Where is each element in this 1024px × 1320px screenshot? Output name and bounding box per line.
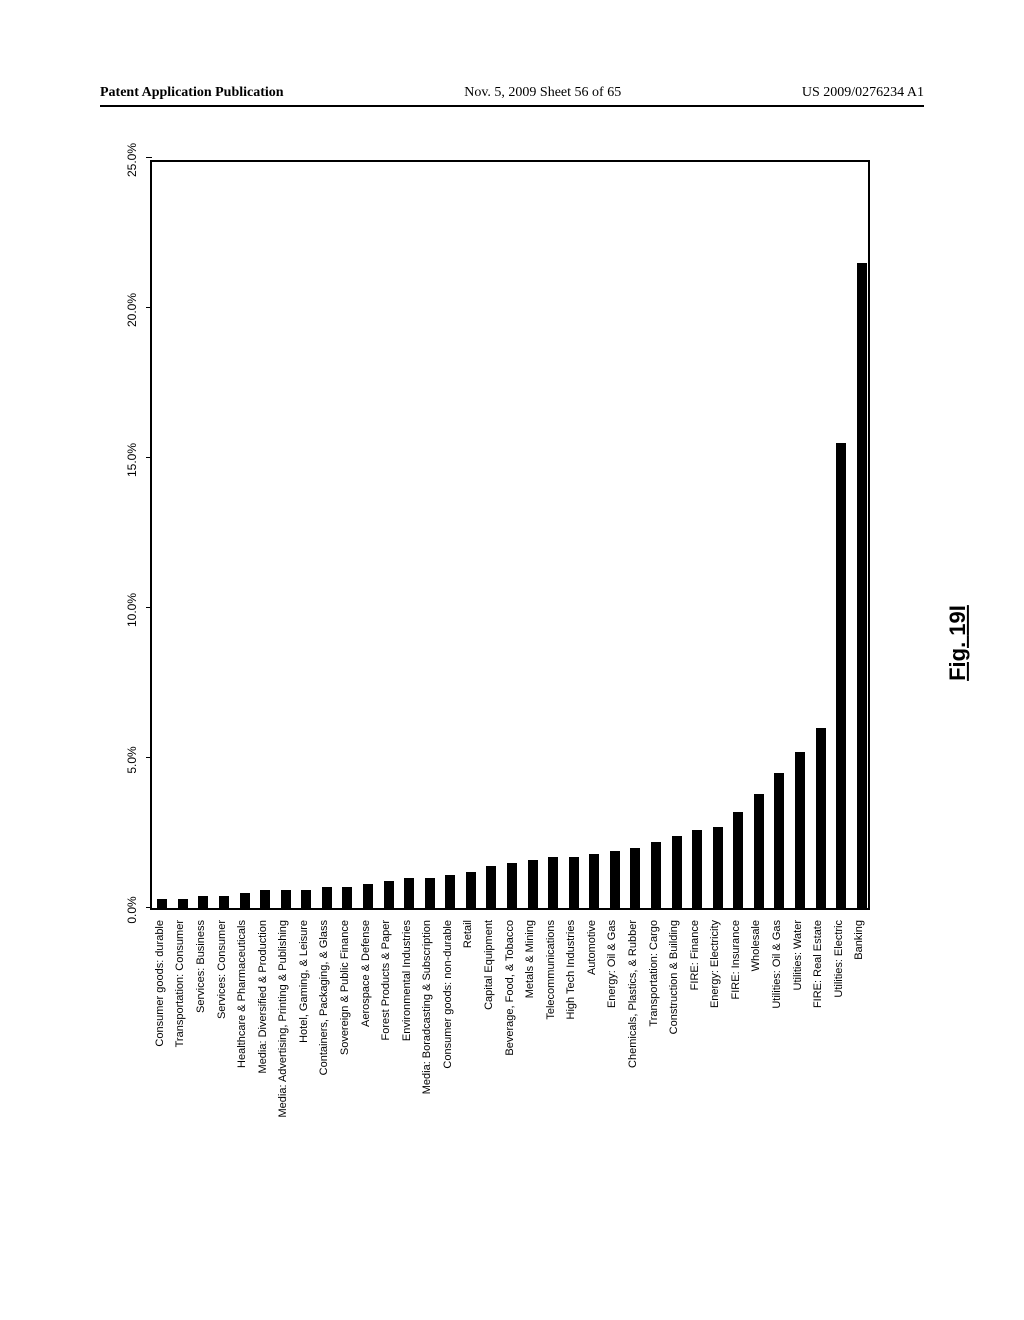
tick-mark (146, 157, 152, 158)
axis-tick-label: 25.0% (125, 143, 139, 177)
figure-prefix: Fig. (945, 636, 970, 681)
category-label: FIRE: Insurance (731, 920, 742, 999)
category-label: Construction & Building (669, 920, 680, 1034)
category-label: Forest Products & Paper (381, 920, 392, 1040)
bar (733, 812, 743, 908)
header-right-text: US 2009/0276234 A1 (802, 85, 924, 101)
axis-tick-label: 0.0% (125, 896, 139, 923)
tick-mark (146, 457, 152, 458)
bar (425, 878, 435, 908)
category-label: Metals & Mining (525, 920, 536, 998)
category-label: Media: Diversified & Production (258, 920, 269, 1073)
category-label: Beverage, Food, & Tobacco (505, 920, 516, 1056)
category-label: Automotive (587, 920, 598, 975)
bar (754, 794, 764, 908)
figure-number: 19I (945, 605, 970, 636)
bar (692, 830, 702, 908)
bar (672, 836, 682, 908)
chart-container: 0.0% 5.0% 10.0% 15.0% 20.0% 25.0% Consumer go… (120, 130, 910, 1190)
bar (836, 443, 846, 908)
category-label: Sovereign & Public Finance (340, 920, 351, 1055)
bar (404, 878, 414, 908)
category-labels-group: Consumer goods: durable Transportation: C… (150, 915, 870, 1190)
bar (795, 752, 805, 908)
header-divider (100, 105, 924, 107)
bar (466, 872, 476, 908)
bar (219, 896, 229, 908)
category-label: Energy: Electricity (710, 920, 721, 1008)
tick-mark (146, 607, 152, 608)
bar (589, 854, 599, 908)
bar (569, 857, 579, 908)
category-label: Consumer goods: durable (155, 920, 166, 1047)
plot-area (150, 160, 870, 910)
bar (363, 884, 373, 908)
bar (198, 896, 208, 908)
chart-inner: 0.0% 5.0% 10.0% 15.0% 20.0% 25.0% Consumer go… (120, 130, 910, 1190)
bar (301, 890, 311, 908)
axis-tick-label: 20.0% (125, 293, 139, 327)
category-label: Media: Boradcasting & Subscription (422, 920, 433, 1094)
figure-caption: Fig. 19I (945, 605, 971, 681)
category-label: FIRE: Real Estate (813, 920, 824, 1008)
category-label: Transportation: Consumer (175, 920, 186, 1047)
x-axis-labels: 0.0%5.0%10.0%15.0%20.0%25.0% (125, 160, 145, 910)
bar (774, 773, 784, 908)
page-header: Patent Application Publication Nov. 5, 2… (0, 85, 1024, 101)
bar (857, 263, 867, 908)
category-label: Utilities: Water (793, 920, 804, 991)
category-label: Transportation: Cargo (649, 920, 660, 1027)
category-label: Media: Advertising, Printing & Publishin… (278, 920, 289, 1118)
category-label: Aerospace & Defense (361, 920, 372, 1027)
tick-mark (146, 307, 152, 308)
bar (281, 890, 291, 908)
bar (445, 875, 455, 908)
axis-tick-label: 10.0% (125, 593, 139, 627)
category-label: Environmental Industries (402, 920, 413, 1041)
category-label: Chemicals, Plastics, & Rubber (628, 920, 639, 1068)
category-label: Retail (463, 920, 474, 948)
header-left-text: Patent Application Publication (100, 85, 284, 101)
category-label: Capital Equipment (484, 920, 495, 1010)
category-label: Wholesale (751, 920, 762, 971)
bar (713, 827, 723, 908)
header-center-text: Nov. 5, 2009 Sheet 56 of 65 (464, 85, 621, 101)
bar (610, 851, 620, 908)
bar (528, 860, 538, 908)
axis-tick-label: 5.0% (125, 746, 139, 773)
bar (260, 890, 270, 908)
category-label: Telecommunications (546, 920, 557, 1020)
bar (240, 893, 250, 908)
category-label: Consumer goods: non-durable (443, 920, 454, 1069)
chart-rotated-wrapper: 0.0% 5.0% 10.0% 15.0% 20.0% 25.0% Consumer go… (120, 130, 910, 1190)
bar (342, 887, 352, 908)
category-label: Utilities: Oil & Gas (772, 920, 783, 1009)
category-label: Hotel, Gaming, & Leisure (299, 920, 310, 1043)
bar (178, 899, 188, 908)
category-label: Services: Business (196, 920, 207, 1013)
category-label: Utilities: Electric (834, 920, 845, 998)
bar (630, 848, 640, 908)
tick-mark (146, 757, 152, 758)
axis-tick-label: 15.0% (125, 443, 139, 477)
bars-group (152, 162, 868, 908)
bar (816, 728, 826, 908)
category-label: Energy: Oil & Gas (607, 920, 618, 1008)
category-label: FIRE: Finance (690, 920, 701, 990)
category-label: Banking (854, 920, 865, 960)
category-label: High Tech Industries (566, 920, 577, 1019)
bar (548, 857, 558, 908)
category-label: Healthcare & Pharmaceuticals (237, 920, 248, 1068)
category-label: Services: Consumer (217, 920, 228, 1019)
bar (486, 866, 496, 908)
bar (651, 842, 661, 908)
bar (507, 863, 517, 908)
bar (322, 887, 332, 908)
category-label: Containers, Packaging, & Glass (319, 920, 330, 1075)
bar (157, 899, 167, 908)
bar (384, 881, 394, 908)
tick-mark (146, 907, 152, 908)
